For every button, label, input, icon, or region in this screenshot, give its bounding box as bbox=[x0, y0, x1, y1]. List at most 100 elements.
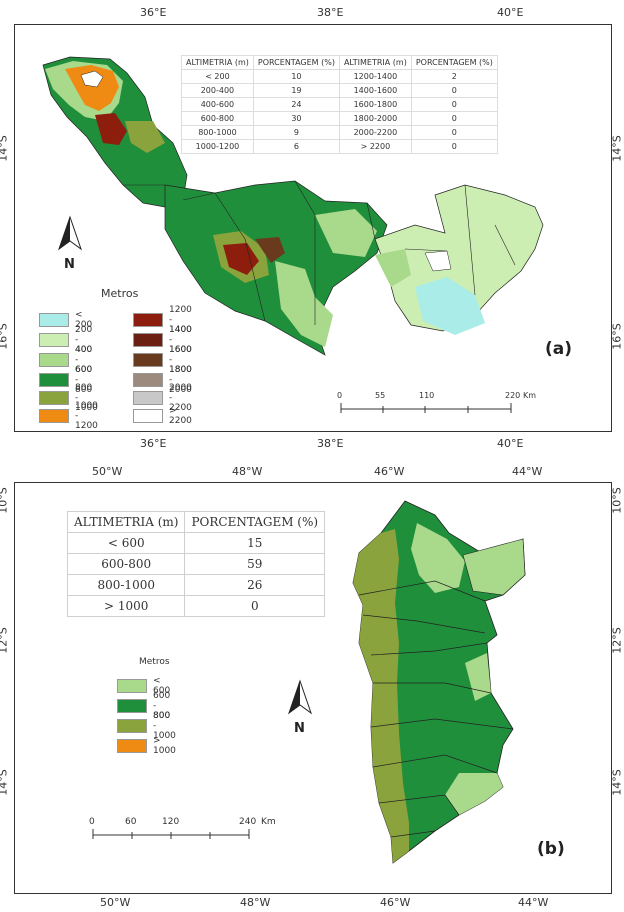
table-cell: < 200 bbox=[181, 69, 254, 84]
right-coord-a-2: 16°S bbox=[610, 323, 624, 350]
scale-tick: 0 bbox=[337, 391, 343, 400]
table-cell: 0 bbox=[410, 111, 498, 126]
legend-item: 1600 - 1800 bbox=[133, 345, 192, 375]
legend-swatch bbox=[133, 313, 163, 327]
left-coord-a-1: 14°S bbox=[0, 135, 10, 162]
legend-label: 800 - 1000 bbox=[75, 383, 98, 413]
legend-swatch bbox=[117, 719, 147, 733]
altimetry-table-a: ALTIMETRIA (m) PORCENTAGEM (%) ALTIMETRI… bbox=[181, 55, 498, 154]
legend-swatch bbox=[39, 373, 69, 387]
table-cell: 800-1000 bbox=[66, 574, 186, 596]
legend-label: 1400 - 1600 bbox=[169, 325, 192, 355]
scale-tick: 240 bbox=[239, 817, 257, 827]
legend-label: 600 - 800 bbox=[75, 365, 93, 395]
table-cell: 800-1000 bbox=[181, 125, 254, 140]
legend-swatch bbox=[39, 409, 69, 423]
table-row: 800-1000 26 bbox=[66, 574, 326, 596]
table-row: < 200 10 1200-1400 2 bbox=[181, 69, 498, 84]
north-arrow-icon bbox=[288, 679, 312, 715]
table-cell: 26 bbox=[184, 574, 326, 596]
top-coord-a-3: 40°E bbox=[497, 6, 524, 19]
legend-label: 800 - 1000 bbox=[153, 711, 176, 741]
left-coord-b-3: 14°S bbox=[0, 769, 10, 796]
legend-swatch bbox=[133, 409, 163, 423]
table-header: PORCENTAGEM (%) bbox=[184, 511, 326, 533]
map-panel-b: ALTIMETRIA (m) PORCENTAGEM (%) < 600 15 6… bbox=[14, 482, 612, 894]
table-header: ALTIMETRIA (m) bbox=[181, 55, 254, 70]
table-cell: 600-800 bbox=[66, 553, 186, 575]
altimetry-table-b: ALTIMETRIA (m) PORCENTAGEM (%) < 600 15 6… bbox=[66, 511, 326, 617]
scale-bar-a bbox=[340, 403, 512, 413]
table-cell: 0 bbox=[184, 595, 326, 617]
table-row: 400-600 24 1600-1800 0 bbox=[181, 97, 498, 112]
legend-item: 800 - 1000 bbox=[39, 383, 98, 413]
right-coord-a-1: 14°S bbox=[610, 135, 624, 162]
scale-unit: Km bbox=[523, 391, 537, 400]
table-cell: 19 bbox=[252, 83, 340, 98]
left-coord-b-1: 10°S bbox=[0, 487, 10, 514]
bottom-coord-a-3: 40°E bbox=[497, 437, 524, 450]
table-row: 200-400 19 1400-1600 0 bbox=[181, 83, 498, 98]
legend-swatch bbox=[133, 391, 163, 405]
top-coord-b-1: 50°W bbox=[92, 465, 123, 478]
bottom-coord-a-2: 38°E bbox=[317, 437, 344, 450]
table-cell: < 600 bbox=[66, 532, 186, 554]
scale-bar-b bbox=[92, 829, 250, 839]
top-coord-a-2: 38°E bbox=[317, 6, 344, 19]
legend-item: < 200 bbox=[39, 310, 92, 330]
bottom-coord-b-4: 44°W bbox=[518, 896, 549, 909]
legend-item: 1000 - 1200 bbox=[39, 401, 98, 431]
legend-item: 800 - 1000 bbox=[117, 711, 176, 741]
top-coord-b-2: 48°W bbox=[232, 465, 263, 478]
table-cell: 9 bbox=[252, 125, 340, 140]
legend-swatch bbox=[39, 353, 69, 367]
map-panel-a: ALTIMETRIA (m) PORCENTAGEM (%) ALTIMETRI… bbox=[14, 24, 612, 432]
table-cell: 10 bbox=[252, 69, 340, 84]
scale-tick: 60 bbox=[125, 817, 137, 827]
north-label: N bbox=[294, 721, 305, 736]
table-row: < 600 15 bbox=[66, 532, 326, 554]
table-header: ALTIMETRIA (m) bbox=[66, 511, 186, 533]
table-cell: 30 bbox=[252, 111, 340, 126]
table-cell: 1400-1600 bbox=[338, 83, 412, 98]
bottom-coord-b-2: 48°W bbox=[240, 896, 271, 909]
table-cell: > 2200 bbox=[338, 139, 412, 154]
legend-item: 2000 - 2200 bbox=[133, 383, 192, 413]
scale-tick: 0 bbox=[89, 817, 95, 827]
scale-unit: Km bbox=[261, 817, 276, 827]
legend-swatch bbox=[117, 699, 147, 713]
bottom-coord-a-1: 36°E bbox=[140, 437, 167, 450]
right-coord-b-2: 12°S bbox=[610, 627, 624, 654]
bottom-coord-b-1: 50°W bbox=[100, 896, 131, 909]
legend-label: 600 - 800 bbox=[153, 691, 171, 721]
table-row: 600-800 30 1800-2000 0 bbox=[181, 111, 498, 126]
legend-title-a: Metros bbox=[101, 287, 139, 300]
legend-swatch bbox=[133, 353, 163, 367]
table-cell: 2000-2200 bbox=[338, 125, 412, 140]
north-arrow-icon bbox=[58, 215, 82, 251]
table-cell: 0 bbox=[410, 83, 498, 98]
table-header: PORCENTAGEM (%) bbox=[410, 55, 498, 70]
table-cell: 1200-1400 bbox=[338, 69, 412, 84]
top-coord-b-4: 44°W bbox=[512, 465, 543, 478]
left-coord-a-2: 16°S bbox=[0, 323, 10, 350]
legend-label: 1800 - 2000 bbox=[169, 365, 192, 395]
table-cell: 2 bbox=[410, 69, 498, 84]
table-cell: 0 bbox=[410, 97, 498, 112]
bottom-coord-b-3: 46°W bbox=[380, 896, 411, 909]
legend-label: 1200 - 1400 bbox=[169, 305, 192, 335]
scale-tick: 55 bbox=[375, 391, 386, 400]
top-coord-b-3: 46°W bbox=[374, 465, 405, 478]
right-coord-b-1: 10°S bbox=[610, 487, 624, 514]
legend-item: 1800 - 2000 bbox=[133, 365, 192, 395]
table-cell: > 1000 bbox=[66, 595, 186, 617]
legend-item: 1200 - 1400 bbox=[133, 305, 192, 335]
legend-swatch bbox=[39, 313, 69, 327]
table-cell: 59 bbox=[184, 553, 326, 575]
table-row: 800-1000 9 2000-2200 0 bbox=[181, 125, 498, 140]
table-cell: 24 bbox=[252, 97, 340, 112]
legend-item: < 600 bbox=[117, 676, 170, 696]
legend-title-b: Metros bbox=[139, 657, 170, 667]
table-header: PORCENTAGEM (%) bbox=[252, 55, 340, 70]
legend-swatch bbox=[39, 333, 69, 347]
